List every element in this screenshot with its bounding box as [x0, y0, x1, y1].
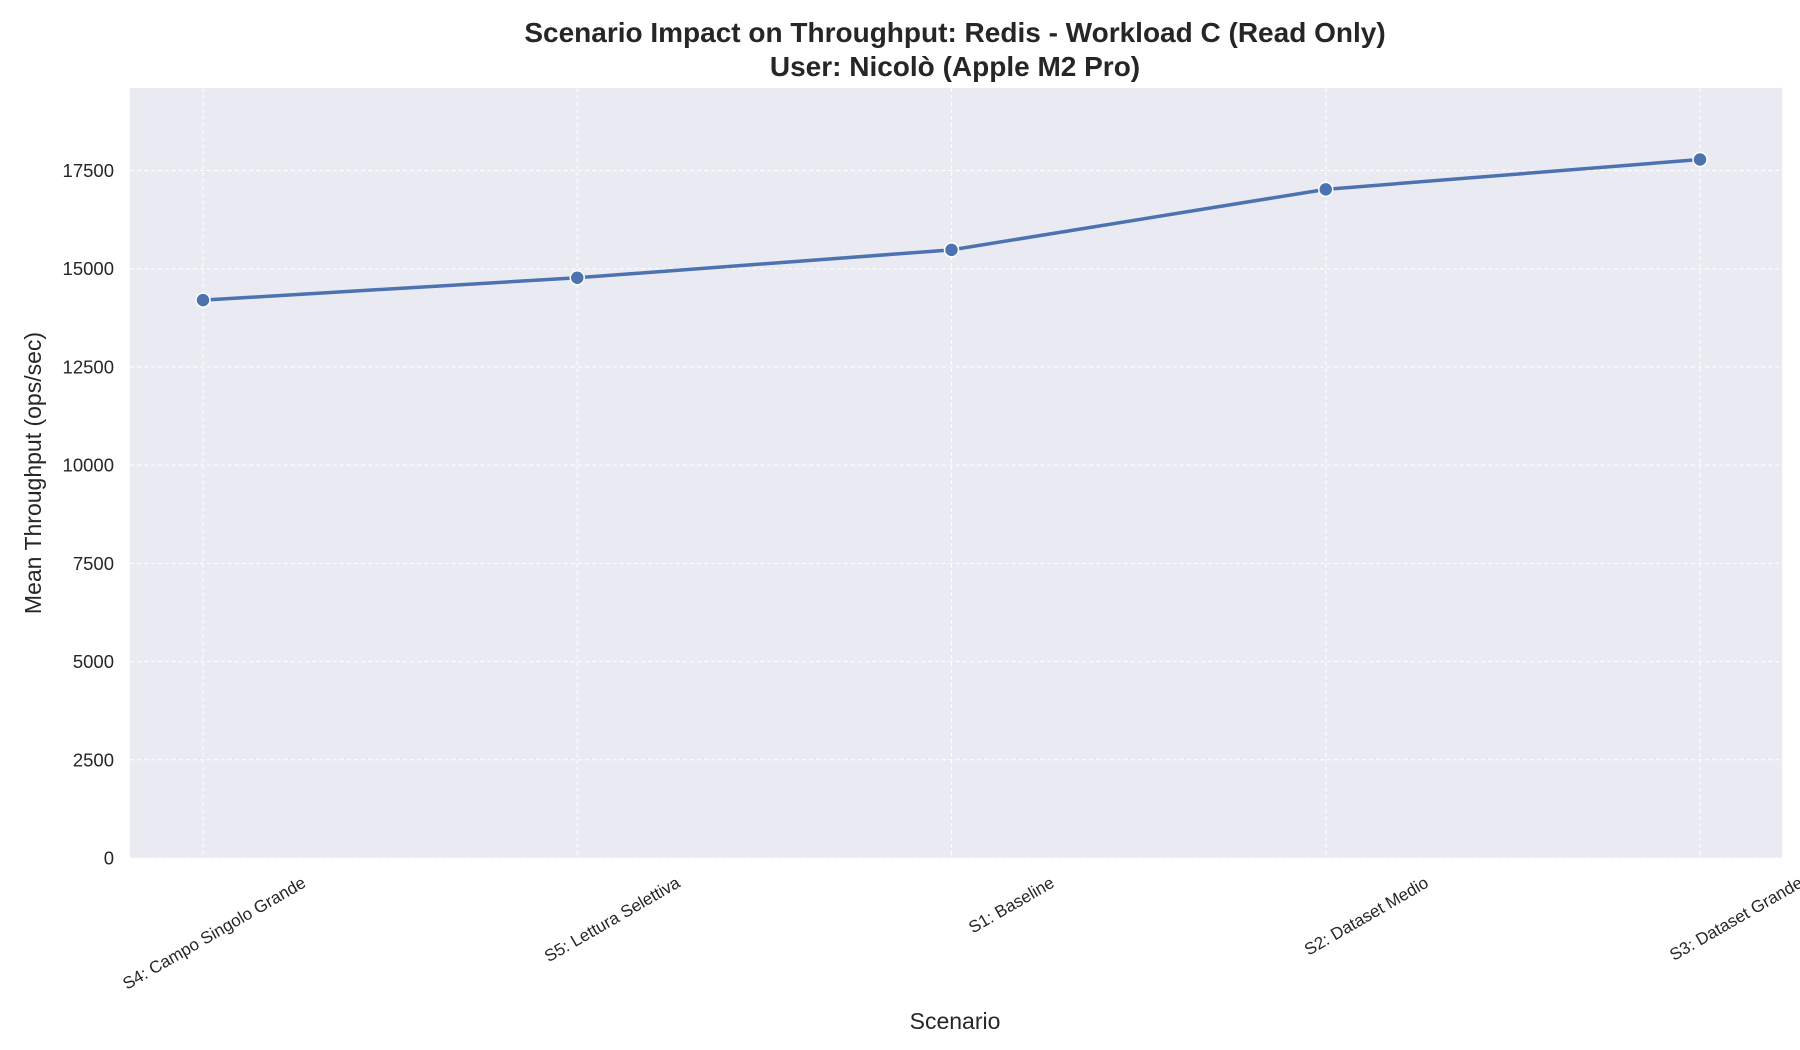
y-axis-label: Mean Throughput (ops/sec) — [20, 332, 46, 614]
y-tick-label: 5000 — [73, 651, 114, 672]
y-tick-label: 15000 — [63, 258, 114, 279]
x-tick-label: S1: Baseline — [965, 873, 1057, 937]
x-axis-ticks: S4: Campo Singolo Grande S5: Lettura Sele… — [119, 873, 1800, 994]
y-tick-label: 0 — [104, 848, 114, 869]
y-tick-label: 2500 — [73, 749, 114, 770]
y-tick-label: 17500 — [63, 160, 114, 181]
x-tick-label: S5: Lettura Selettiva — [541, 873, 684, 966]
data-point — [195, 292, 211, 308]
x-tick-label: S2: Dataset Medio — [1301, 873, 1432, 959]
plot-area — [130, 88, 1782, 858]
series-layer — [195, 151, 1708, 308]
data-point — [1318, 181, 1334, 198]
data-point — [943, 242, 960, 258]
x-tick-label: S4: Campo Singolo Grande — [119, 873, 309, 993]
y-tick-label: 7500 — [73, 553, 114, 574]
y-axis-ticks: 0 2500 5000 7500 10000 12500 15000 17500 — [63, 160, 114, 869]
x-axis-label: Scenario — [910, 1008, 1001, 1034]
x-tick-label: S3: Dataset Grande — [1666, 873, 1800, 965]
y-tick-label: 12500 — [63, 356, 114, 377]
y-tick-label: 10000 — [63, 455, 114, 476]
grid-lines — [130, 88, 1782, 859]
chart-title: Scenario Impact on Throughput: Redis - W… — [524, 17, 1385, 48]
data-point — [1692, 151, 1708, 168]
data-point — [569, 270, 585, 286]
chart-subtitle: User: Nicolò (Apple M2 Pro) — [770, 51, 1140, 82]
